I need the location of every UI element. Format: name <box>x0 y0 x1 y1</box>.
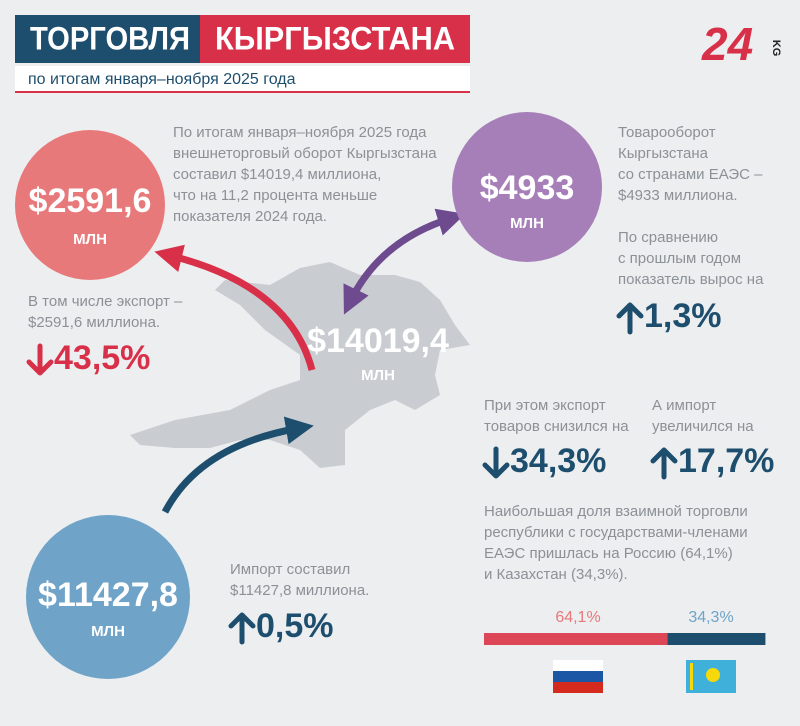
import-unit: МЛН <box>91 623 125 640</box>
eaeu-text: Кыргызстана <box>618 145 709 162</box>
flag-kazakhstan-sun <box>706 668 720 682</box>
share-bar <box>667 633 766 645</box>
subtitle: по итогам января–ноября 2025 года <box>28 71 296 88</box>
total-text: показателя 2024 года. <box>173 208 327 225</box>
flag-kazakhstan-ornament <box>690 663 693 690</box>
flag-russia-white <box>553 660 603 671</box>
eaeu-import-text: А импорт <box>652 397 716 414</box>
total-text: что на 11,2 процента меньше <box>173 187 377 204</box>
import-amount: $11427,8 <box>38 576 178 614</box>
eaeu-text: Товарооборот <box>618 124 716 141</box>
eaeu-arrow <box>343 208 466 315</box>
eaeu-export-text: При этом экспорт <box>484 397 606 414</box>
import-change-arrow <box>228 612 256 645</box>
export-circle <box>15 130 165 280</box>
eaeu-growth-text: По сравнению <box>618 229 718 246</box>
import-text: $11427,8 миллиона. <box>230 582 369 599</box>
eaeu-import-text: увеличился на <box>652 418 754 435</box>
eaeu-export-text: товаров снизился на <box>484 418 629 435</box>
eaeu-growth-arrow <box>616 302 644 335</box>
eaeu-text: со странами ЕАЭС – <box>618 166 763 183</box>
import-change: 0,5% <box>256 607 334 645</box>
eaeu-export-change: 34,3% <box>510 442 606 480</box>
eaeu-unit: МЛН <box>510 215 544 232</box>
total-text: По итогам января–ноября 2025 года <box>173 124 427 141</box>
import-arrow <box>161 416 314 514</box>
eaeu-circle <box>452 112 602 262</box>
logo-number: 24 <box>701 18 753 70</box>
share-bar <box>484 633 668 645</box>
title-left: ТОРГОВЛЯ <box>30 20 190 56</box>
eaeu-growth-text: с прошлым годом <box>618 250 741 267</box>
eaeu-import-change: 17,7% <box>678 442 774 480</box>
total-amount: $14019,4 <box>307 322 449 360</box>
export-arrow <box>154 244 316 371</box>
export-unit: МЛН <box>73 231 107 248</box>
share-label: 34,3% <box>688 609 733 626</box>
share-label: 64,1% <box>555 609 600 626</box>
import-text: Импорт составил <box>230 561 350 578</box>
import-circle <box>26 515 190 679</box>
total-text: внешнеторговый оборот Кыргызстана <box>173 145 437 162</box>
export-amount: $2591,6 <box>29 182 152 220</box>
title-left-band <box>15 15 200 63</box>
eaeu-growth-text: показатель вырос на <box>618 271 764 288</box>
total-text: составил $14019,4 миллиона, <box>173 166 381 183</box>
export-text: $2591,6 миллиона. <box>28 314 160 331</box>
subtitle-band <box>15 66 470 92</box>
logo-suffix: KG <box>770 40 782 57</box>
shares-text: ЕАЭС пришлась на Россию (64,1%) <box>484 545 733 562</box>
title-right: КЫРГЫЗСТАНА <box>215 20 455 56</box>
export-text: В том числе экспорт – <box>28 293 183 310</box>
shares-text: Наибольшая доля взаимной торговли <box>484 503 748 520</box>
export-change: 43,5% <box>54 339 150 377</box>
eaeu-export-change-arrow <box>482 446 510 479</box>
eaeu-import-change-arrow <box>650 447 678 480</box>
eaeu-growth: 1,3% <box>644 297 722 335</box>
title-right-band <box>200 15 470 63</box>
eaeu-amount: $4933 <box>480 169 575 207</box>
flag-russia-red <box>553 682 603 693</box>
total-unit: МЛН <box>361 367 395 384</box>
eaeu-text: $4933 миллиона. <box>618 187 738 204</box>
shares-text: и Казахстан (34,3%). <box>484 566 628 583</box>
export-change-arrow <box>26 343 54 376</box>
flag-russia-blue <box>553 671 603 682</box>
shares-text: республики с государствами-членами <box>484 524 748 541</box>
